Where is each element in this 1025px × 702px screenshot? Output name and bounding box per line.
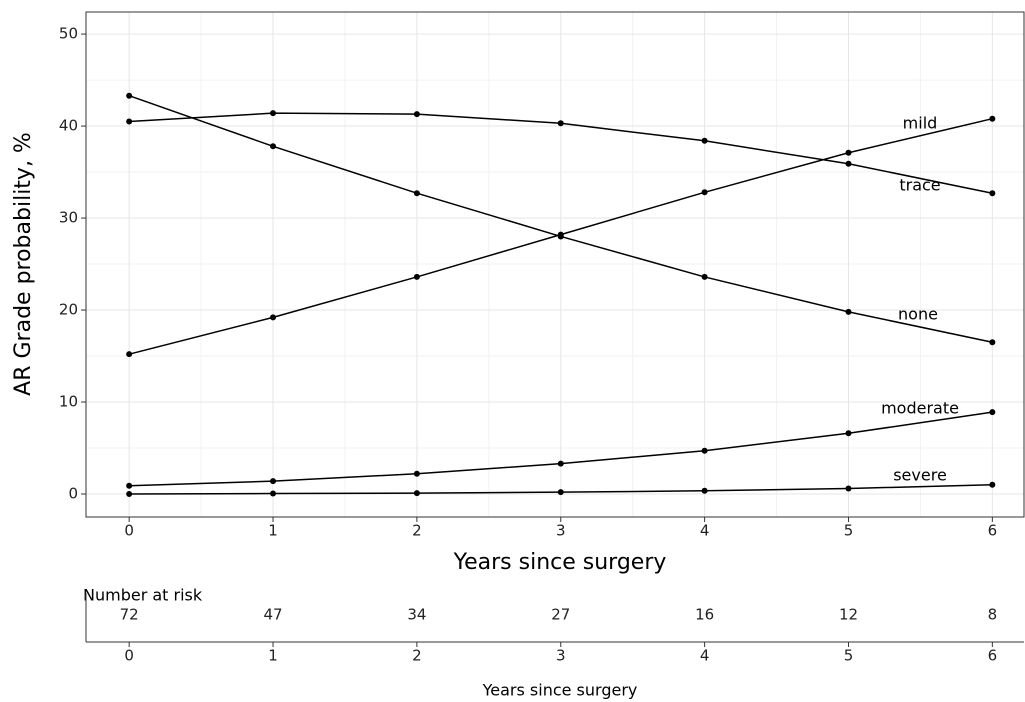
data-point bbox=[701, 447, 708, 454]
series-label: moderate bbox=[881, 399, 959, 418]
data-point bbox=[270, 490, 277, 497]
data-point bbox=[413, 111, 420, 118]
series-label: severe bbox=[893, 466, 947, 485]
data-point bbox=[413, 273, 420, 280]
data-point bbox=[413, 470, 420, 477]
x-tick-label: 1 bbox=[268, 522, 278, 540]
data-point bbox=[989, 481, 996, 488]
x-axis-title: Years since surgery bbox=[453, 550, 667, 575]
data-point bbox=[701, 487, 708, 494]
x-tick-label: 5 bbox=[844, 647, 854, 665]
risk-table-title: Number at risk bbox=[83, 586, 203, 605]
series-label: none bbox=[898, 305, 938, 324]
series-label: mild bbox=[903, 114, 938, 133]
y-tick-label: 30 bbox=[59, 209, 78, 227]
data-point bbox=[989, 190, 996, 197]
data-point bbox=[557, 120, 564, 127]
x-tick-label: 1 bbox=[268, 647, 278, 665]
data-point bbox=[126, 482, 133, 489]
x-tick-label: 6 bbox=[988, 522, 998, 540]
risk-count: 12 bbox=[839, 606, 858, 624]
data-point bbox=[845, 308, 852, 315]
risk-count: 8 bbox=[988, 606, 998, 624]
data-point bbox=[126, 491, 133, 498]
data-point bbox=[989, 409, 996, 416]
risk-count: 72 bbox=[120, 606, 139, 624]
x-tick-label: 4 bbox=[700, 647, 710, 665]
x-tick-label: 2 bbox=[412, 647, 422, 665]
x-tick-label: 3 bbox=[556, 647, 566, 665]
risk-x-axis-title: Years since surgery bbox=[482, 681, 638, 700]
data-point bbox=[845, 485, 852, 492]
data-point bbox=[845, 160, 852, 167]
y-tick-label: 50 bbox=[59, 25, 78, 43]
x-tick-label: 5 bbox=[844, 522, 854, 540]
data-point bbox=[557, 489, 564, 496]
y-tick-label: 40 bbox=[59, 117, 78, 135]
data-point bbox=[126, 351, 133, 358]
x-tick-label: 2 bbox=[412, 522, 422, 540]
risk-count: 34 bbox=[407, 606, 426, 624]
data-point bbox=[989, 115, 996, 122]
risk-count: 27 bbox=[551, 606, 570, 624]
data-point bbox=[413, 190, 420, 197]
x-tick-label: 0 bbox=[124, 647, 134, 665]
risk-count: 16 bbox=[695, 606, 714, 624]
data-point bbox=[126, 92, 133, 99]
y-tick-label: 20 bbox=[59, 301, 78, 319]
data-point bbox=[701, 189, 708, 196]
x-tick-label: 3 bbox=[556, 522, 566, 540]
data-point bbox=[270, 143, 277, 150]
data-point bbox=[701, 137, 708, 144]
data-point bbox=[989, 339, 996, 346]
data-point bbox=[270, 478, 277, 485]
plot-border bbox=[85, 11, 1025, 518]
data-point bbox=[270, 110, 277, 117]
data-point bbox=[557, 233, 564, 240]
data-point bbox=[845, 149, 852, 156]
data-point bbox=[845, 430, 852, 437]
data-point bbox=[126, 118, 133, 125]
x-tick-label: 4 bbox=[700, 522, 710, 540]
y-tick-label: 10 bbox=[59, 393, 78, 411]
risk-count: 47 bbox=[263, 606, 282, 624]
y-axis-title: AR Grade probability, % bbox=[11, 132, 36, 396]
data-point bbox=[557, 460, 564, 467]
data-point bbox=[701, 273, 708, 280]
data-point bbox=[270, 314, 277, 321]
x-tick-label: 6 bbox=[988, 647, 998, 665]
data-point bbox=[413, 490, 420, 497]
y-tick-label: 0 bbox=[68, 485, 78, 503]
series-label: trace bbox=[899, 176, 940, 195]
x-tick-label: 0 bbox=[124, 522, 134, 540]
